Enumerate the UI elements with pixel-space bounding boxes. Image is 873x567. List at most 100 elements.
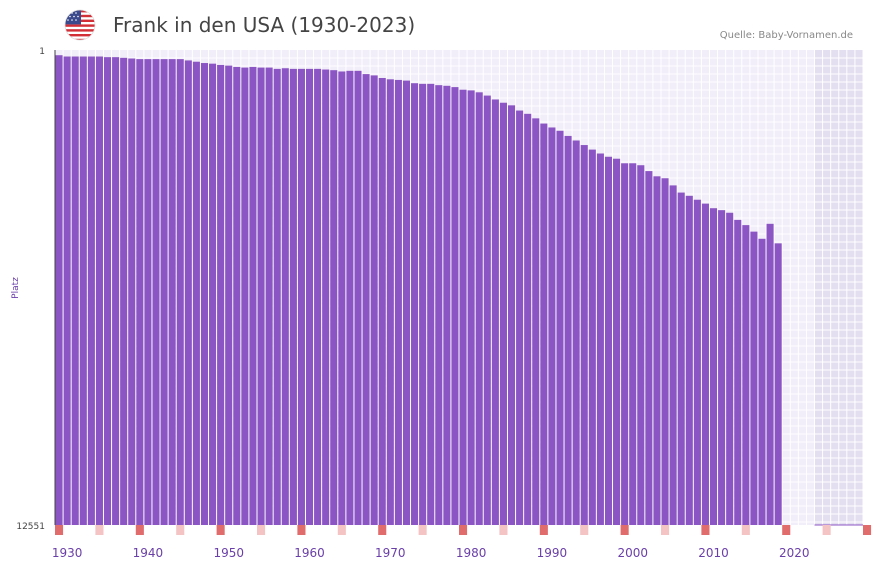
chart-title: Frank in den USA (1930-2023) bbox=[113, 13, 416, 37]
bar-1999 bbox=[621, 163, 629, 525]
bar-2007 bbox=[685, 195, 693, 525]
bar-1953 bbox=[249, 66, 257, 525]
bar-1951 bbox=[233, 66, 241, 525]
marker-2029 bbox=[863, 525, 872, 535]
bar-1961 bbox=[314, 68, 322, 526]
bar-1937 bbox=[120, 57, 128, 525]
bar-2016 bbox=[758, 238, 766, 525]
bar-1957 bbox=[281, 68, 289, 525]
x-tick-label: 2020 bbox=[779, 546, 810, 560]
bar-1972 bbox=[402, 80, 411, 526]
x-tick-label: 1950 bbox=[213, 546, 244, 560]
bar-1958 bbox=[289, 68, 297, 526]
bar-series bbox=[55, 55, 863, 526]
plot-background bbox=[54, 50, 864, 525]
marker-1969 bbox=[378, 525, 387, 535]
bar-1955 bbox=[265, 67, 273, 525]
x-tick-label: 1990 bbox=[537, 546, 568, 560]
bar-1976 bbox=[435, 85, 443, 526]
bar-1995 bbox=[588, 149, 596, 525]
y-tick-label-top: 1 bbox=[39, 47, 45, 57]
bar-1992 bbox=[564, 135, 572, 526]
bar-1997 bbox=[604, 156, 613, 525]
bar-1973 bbox=[411, 83, 419, 525]
bar-1959 bbox=[297, 68, 305, 526]
bar-1948 bbox=[209, 63, 217, 525]
bar-1984 bbox=[499, 102, 507, 525]
marker-1939 bbox=[135, 525, 144, 535]
marker-1929 bbox=[55, 525, 64, 535]
bar-1962 bbox=[322, 69, 330, 525]
marker-light-1994 bbox=[580, 525, 589, 535]
bar-1964 bbox=[338, 71, 346, 525]
marker-light-1944 bbox=[176, 525, 185, 535]
bar-1996 bbox=[596, 153, 604, 525]
bar-1954 bbox=[257, 67, 265, 525]
bar-2013 bbox=[734, 219, 742, 525]
y-axis-label: Platz bbox=[11, 277, 21, 299]
bar-1994 bbox=[580, 145, 588, 526]
x-tick-label: 2000 bbox=[617, 546, 648, 560]
bar-1968 bbox=[370, 75, 378, 525]
bar-1975 bbox=[427, 83, 435, 525]
bar-1998 bbox=[613, 158, 621, 525]
marker-1949 bbox=[216, 525, 225, 535]
bar-1980 bbox=[467, 90, 475, 525]
bar-1939 bbox=[136, 59, 144, 525]
bar-1960 bbox=[305, 68, 314, 526]
bar-1990 bbox=[548, 127, 556, 525]
bar-1967 bbox=[362, 74, 370, 525]
bar-1935 bbox=[103, 57, 112, 526]
x-tick-label: 1960 bbox=[294, 546, 325, 560]
marker-light-1954 bbox=[257, 525, 266, 535]
bar-1938 bbox=[128, 58, 136, 525]
chart-header: Frank in den USA (1930-2023) Quelle: Bab… bbox=[0, 0, 873, 50]
bar-1934 bbox=[95, 56, 103, 526]
marker-1959 bbox=[297, 525, 306, 535]
bar-1974 bbox=[419, 83, 427, 525]
bar-2014 bbox=[742, 225, 750, 526]
bar-1986 bbox=[516, 110, 524, 525]
bar-1965 bbox=[346, 70, 354, 525]
bar-1950 bbox=[225, 65, 233, 525]
marker-light-2004 bbox=[661, 525, 670, 535]
bar-1942 bbox=[160, 59, 168, 525]
marker-1989 bbox=[539, 525, 548, 535]
bar-1987 bbox=[524, 113, 532, 525]
bar-1952 bbox=[241, 67, 249, 525]
y-tick-label-bottom: 12551 bbox=[16, 522, 45, 532]
bar-1956 bbox=[273, 68, 281, 526]
x-tick-label: 1930 bbox=[52, 546, 83, 560]
bar-2006 bbox=[677, 192, 685, 526]
bar-1933 bbox=[87, 56, 95, 526]
marker-light-1934 bbox=[95, 525, 104, 535]
bar-1971 bbox=[394, 79, 402, 526]
marker-1999 bbox=[620, 525, 629, 535]
bar-2012 bbox=[726, 212, 734, 525]
bar-2002 bbox=[645, 171, 653, 525]
bar-1979 bbox=[459, 89, 467, 525]
bar-1929 bbox=[55, 55, 63, 525]
bar-2003 bbox=[653, 176, 661, 526]
bar-2008 bbox=[693, 199, 701, 526]
bar-1989 bbox=[540, 123, 548, 525]
bar-1943 bbox=[168, 59, 176, 525]
marker-2009 bbox=[701, 525, 710, 535]
usa-flag-icon bbox=[64, 9, 96, 41]
bar-1944 bbox=[176, 59, 184, 525]
bar-2011 bbox=[718, 210, 726, 525]
bar-1991 bbox=[556, 130, 564, 525]
decade-markers bbox=[55, 525, 872, 535]
bar-1936 bbox=[112, 57, 120, 526]
marker-light-2024 bbox=[822, 525, 831, 535]
bar-1988 bbox=[532, 118, 540, 525]
marker-2019 bbox=[782, 525, 791, 535]
axes: 1930 1940 1950 1960 1970 1980 1990 2000 2010 2020… bbox=[11, 47, 810, 560]
bar-1930 bbox=[63, 56, 71, 526]
bar-2018 bbox=[774, 243, 782, 525]
bar-1978 bbox=[451, 87, 459, 525]
bar-2017 bbox=[766, 223, 774, 526]
bar-1982 bbox=[483, 95, 491, 526]
bar-1963 bbox=[330, 70, 338, 525]
